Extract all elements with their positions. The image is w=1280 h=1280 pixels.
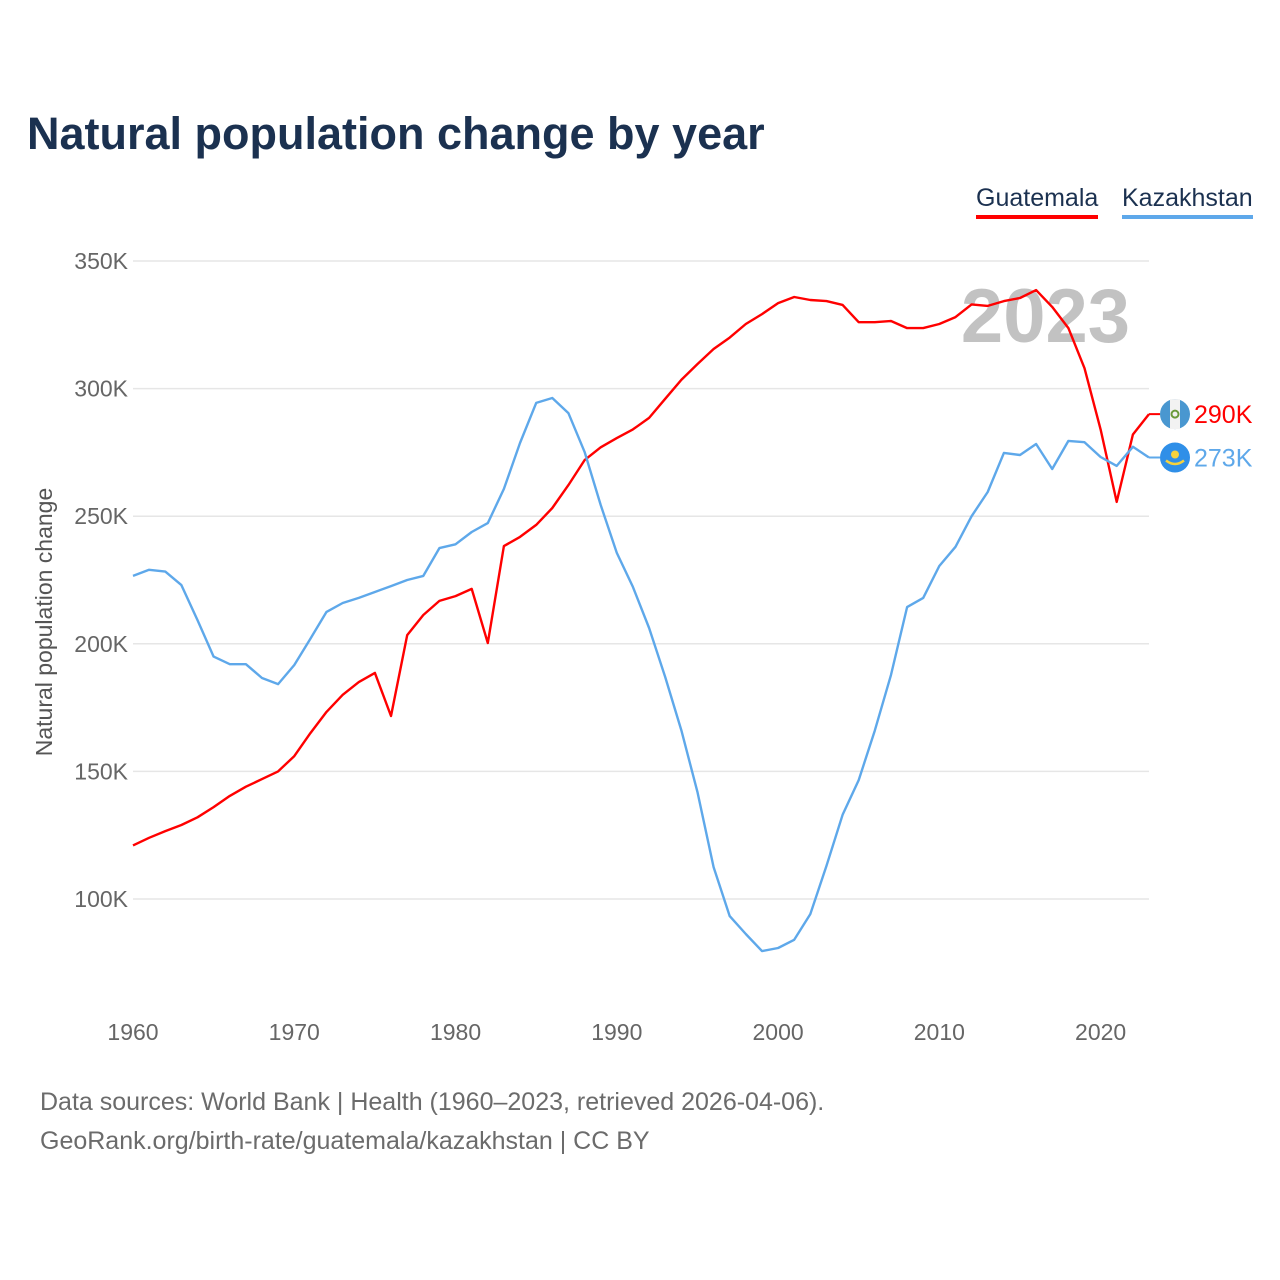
series-line-kazakhstan — [132, 396, 1150, 953]
x-tick-label: 2000 — [752, 1019, 803, 1045]
footer-attribution: GeoRank.org/birth-rate/guatemala/kazakhs… — [40, 1127, 650, 1155]
flag-kazakhstan-icon — [1160, 442, 1190, 473]
x-tick-label: 1990 — [591, 1019, 642, 1045]
y-tick-label: 300K — [74, 376, 128, 402]
x-tick-label: 1970 — [269, 1019, 320, 1045]
end-value-label-kazakhstan: 273K — [1194, 445, 1253, 473]
flag-guatemala-icon — [1160, 399, 1190, 430]
x-tick-label: 1980 — [430, 1019, 481, 1045]
x-tick-label: 2020 — [1075, 1019, 1126, 1045]
end-value-label-guatemala: 290K — [1194, 401, 1253, 429]
year-watermark: 2023 — [961, 274, 1130, 359]
x-tick-label: 2010 — [914, 1019, 965, 1045]
y-tick-label: 250K — [74, 503, 128, 529]
y-tick-label: 350K — [74, 248, 128, 274]
y-axis-label: Natural population change — [31, 488, 57, 757]
footer-sources: Data sources: World Bank | Health (1960–… — [40, 1088, 825, 1116]
x-tick-label: 1960 — [107, 1019, 158, 1045]
chart-title: Natural population change by year — [27, 108, 765, 159]
legend-item-guatemala[interactable]: Guatemala — [976, 184, 1099, 219]
y-tick-label: 150K — [74, 758, 128, 784]
series-line-guatemala — [132, 288, 1150, 847]
legend-item-kazakhstan[interactable]: Kazakhstan — [1122, 184, 1253, 219]
y-tick-label: 100K — [74, 886, 128, 912]
y-tick-label: 200K — [74, 631, 128, 657]
